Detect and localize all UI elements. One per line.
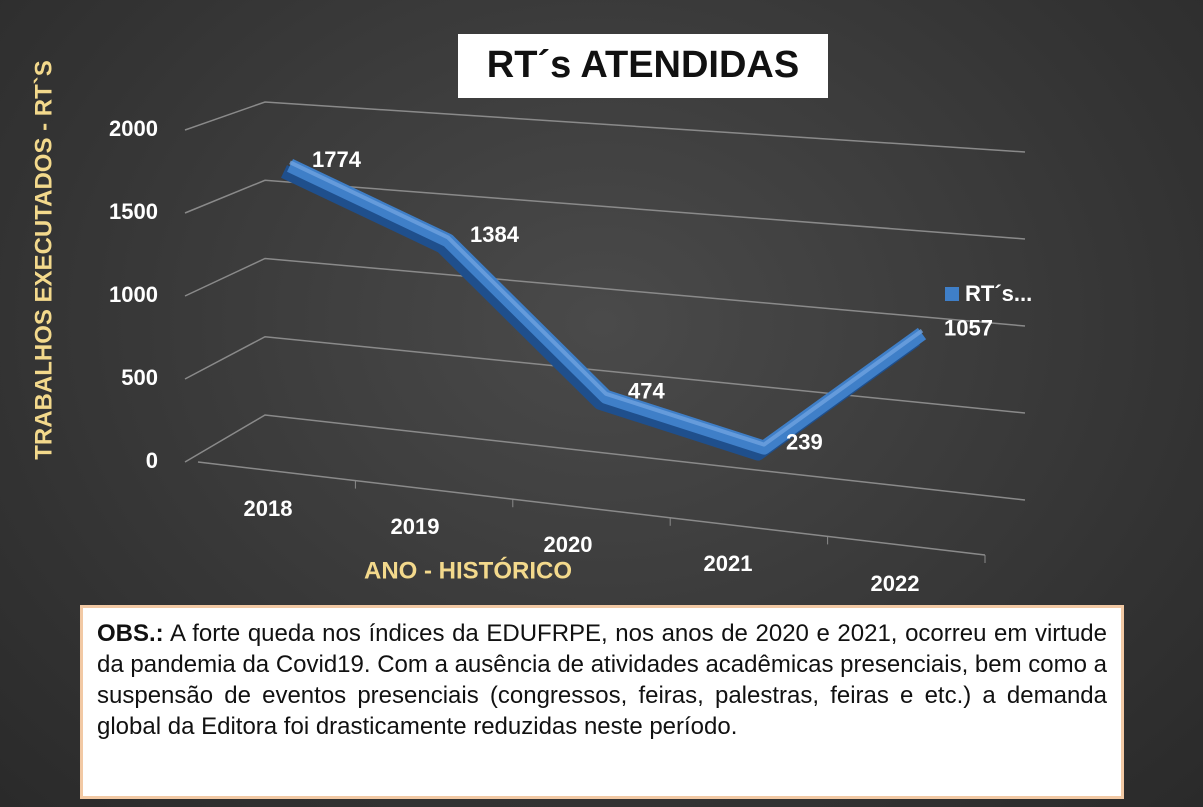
data-label: 474 <box>628 379 665 404</box>
grid-line <box>184 335 1026 414</box>
x-tick-label: 2022 <box>871 571 920 596</box>
x-tick-label: 2018 <box>244 496 293 521</box>
grid-line <box>184 414 1026 501</box>
legend-swatch <box>945 287 959 301</box>
x-axis-label: ANO - HISTÓRICO <box>364 556 572 584</box>
data-label: 1774 <box>312 147 362 172</box>
grid-line <box>184 257 1026 327</box>
grid-line <box>184 179 1026 240</box>
data-label: 1384 <box>470 222 520 247</box>
y-tick-label: 1500 <box>109 199 158 224</box>
y-tick-label: 1000 <box>109 282 158 307</box>
chart: RT´s ATENDIDAS TRABALHOS EXECUTADOS - RT… <box>30 34 1032 596</box>
note-box: OBS.: A forte queda nos índices da EDUFR… <box>80 605 1124 799</box>
y-axis-label: TRABALHOS EXECUTADOS - RT`S <box>30 60 57 460</box>
x-tick-label: 2021 <box>704 551 753 576</box>
x-axis-line <box>197 461 986 556</box>
data-label: 239 <box>786 429 823 454</box>
y-tick-label: 2000 <box>109 116 158 141</box>
note-text: A forte queda nos índices da EDUFRPE, no… <box>97 620 1107 740</box>
x-tick-label: 2019 <box>391 514 440 539</box>
chart-title: RT´s ATENDIDAS <box>487 44 799 86</box>
legend-label: RT´s... <box>965 281 1032 306</box>
data-label: 1057 <box>944 315 993 340</box>
x-tick-label: 2020 <box>544 532 593 557</box>
title-box <box>458 34 828 98</box>
grid-line <box>184 101 1026 153</box>
y-tick-label: 500 <box>121 365 158 390</box>
note-label: OBS.: <box>97 620 164 647</box>
line-highlight <box>289 160 924 447</box>
y-tick-label: 0 <box>146 448 158 473</box>
line-series <box>286 159 927 455</box>
